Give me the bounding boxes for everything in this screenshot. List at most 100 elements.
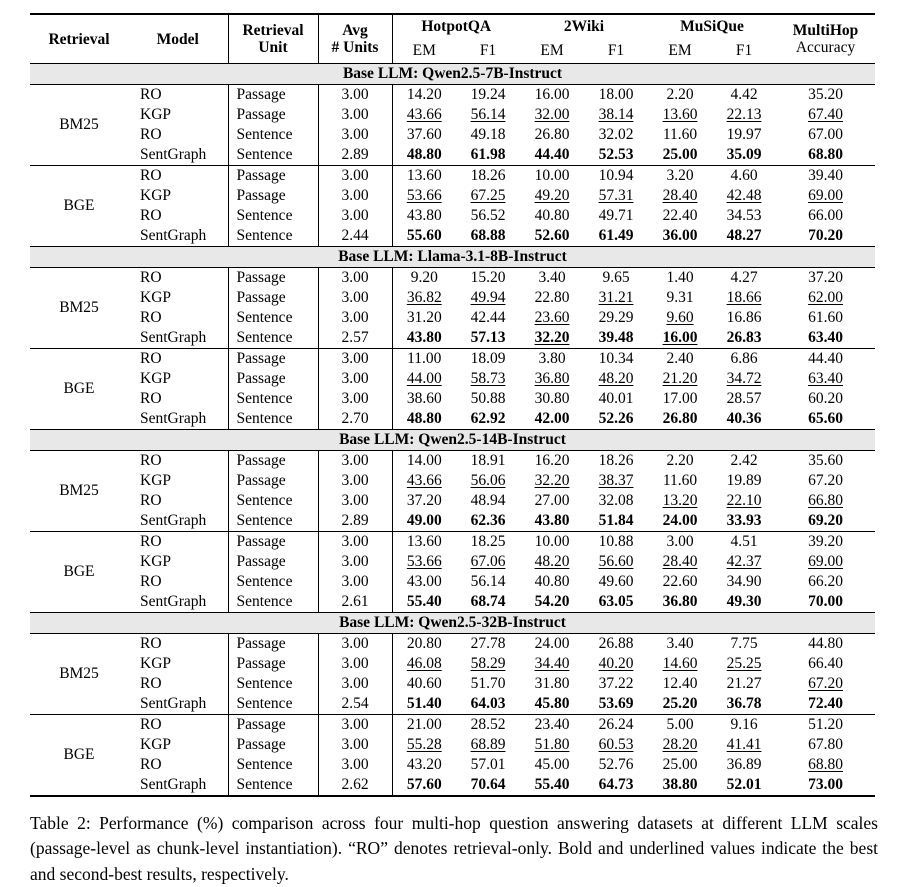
metric-cell: 50.88 — [470, 390, 506, 407]
avg-units-cell: 3.00 — [317, 369, 393, 389]
metric-cell: 6.86 — [712, 348, 777, 369]
avg-units-cell: 3.00 — [317, 471, 393, 491]
table-row: KGP Passage 3.00 43.66 56.06 32.20 38.37 11.60 1… — [30, 471, 875, 491]
retrieval-unit-cell: Sentence — [227, 145, 318, 166]
metric-cell: 49.30 — [726, 593, 762, 610]
llm-section-row: Base LLM: Qwen2.5-7B-Instruct — [30, 63, 876, 85]
metric-cell: 24.00 — [534, 635, 570, 652]
llm-section-title: Base LLM: Qwen2.5-32B-Instruct — [30, 612, 876, 634]
metric-cell: 9.60 — [666, 309, 694, 326]
model-cell: KGP — [140, 289, 172, 306]
col-group-hotpotqa: HotpotQA — [421, 18, 492, 35]
model-cell: RO — [140, 635, 162, 652]
metric-cell: 61.60 — [808, 309, 843, 326]
avg-units-cell: 3.00 — [317, 267, 393, 288]
metric-cell: 36.80 — [534, 370, 570, 387]
metric-cell: 66.20 — [808, 573, 843, 590]
metric-cell: 62.36 — [470, 512, 506, 529]
metric-cell: 3.40 — [538, 269, 566, 286]
metric-cell: 25.25 — [726, 655, 762, 672]
metric-cell: 52.76 — [598, 756, 634, 773]
metric-cell: 43.80 — [534, 512, 570, 529]
metric-cell: 23.40 — [520, 714, 584, 735]
table-row: SentGraph Sentence 2.89 49.00 62.36 43.80 51.8… — [30, 511, 875, 532]
table-row: RO Sentence 3.00 37.20 48.94 27.00 32.08 13.20 2… — [30, 491, 875, 511]
retrieval-unit-cell: Sentence — [227, 572, 318, 592]
metric-cell: 67.20 — [808, 472, 843, 489]
metric-cell: 42.37 — [726, 553, 762, 570]
metric-cell: 70.64 — [470, 776, 506, 793]
metric-cell: 38.80 — [662, 776, 698, 793]
metric-cell: 40.60 — [406, 675, 442, 692]
model-cell: RO — [140, 452, 162, 469]
retriever-cell: BGE — [30, 348, 128, 430]
retrieval-unit-cell: Sentence — [227, 125, 318, 145]
metric-cell: 21.20 — [662, 370, 698, 387]
metric-cell: 51.70 — [470, 675, 506, 692]
col-header-hotpotqa-em: EM — [392, 39, 456, 64]
metric-cell: 27.00 — [534, 492, 570, 509]
metric-cell: 38.37 — [598, 472, 634, 489]
metric-cell: 56.14 — [470, 573, 506, 590]
metric-cell: 28.20 — [662, 736, 698, 753]
metric-cell: 49.71 — [598, 207, 634, 224]
metric-cell: 66.40 — [808, 655, 843, 672]
retriever-cell: BGE — [30, 714, 128, 796]
metric-cell: 4.27 — [730, 269, 758, 286]
metric-cell: 64.03 — [470, 695, 506, 712]
model-cell: RO — [140, 309, 162, 326]
table-row: KGP Passage 3.00 44.00 58.73 36.80 48.20 21.20 3… — [30, 369, 875, 389]
metric-cell: 68.80 — [808, 146, 843, 163]
metric-cell: 37.22 — [598, 675, 634, 692]
retrieval-unit-cell: Sentence — [227, 511, 318, 532]
metric-cell: 32.00 — [534, 106, 570, 123]
metric-cell: 26.88 — [598, 635, 634, 652]
col-header-multihop-line2: Accuracy — [795, 39, 856, 56]
metric-cell: 18.00 — [598, 86, 634, 103]
metric-cell: 9.16 — [712, 714, 777, 735]
table-row: BM25 RO Passage 3.00 9.20 15.20 3.40 9.65 1.40 4.… — [30, 267, 875, 316]
metric-cell: 22.13 — [726, 106, 762, 123]
model-cell: SentGraph — [140, 146, 207, 163]
retrieval-unit-cell: Passage — [227, 369, 318, 389]
avg-units-cell: 3.00 — [317, 125, 393, 145]
table-row: BGE RO Passage 3.00 13.60 18.25 10.00 10.88 3.00… — [30, 531, 876, 613]
retrieval-unit-cell: Sentence — [227, 592, 318, 613]
metric-cell: 67.20 — [808, 675, 843, 692]
metric-cell: 49.00 — [406, 512, 442, 529]
metric-cell: 44.40 — [534, 146, 570, 163]
model-cell: RO — [128, 531, 228, 552]
metric-cell: 48.80 — [406, 146, 442, 163]
table-row: KGP Passage 3.00 36.82 49.94 22.80 31.21 9.31 18… — [30, 288, 875, 308]
retrieval-unit-cell: Passage — [227, 84, 318, 105]
metric-cell: 12.40 — [662, 675, 698, 692]
model-cell: SentGraph — [140, 695, 207, 712]
avg-units-cell: 2.70 — [317, 409, 393, 430]
metric-cell: 48.94 — [470, 492, 506, 509]
avg-units-cell: 3.00 — [317, 206, 393, 226]
metric-cell: 51.20 — [776, 714, 876, 735]
metric-cell: 10.00 — [520, 165, 584, 186]
metric-cell: 34.72 — [726, 370, 762, 387]
metric-cell: 16.86 — [726, 309, 762, 326]
avg-units-cell: 3.00 — [317, 531, 393, 552]
metric-cell: 56.60 — [598, 553, 634, 570]
table-row: BGE RO Passage 3.00 13.60 18.26 10.00 10.94 3.20… — [30, 165, 876, 247]
metric-cell: 67.00 — [808, 126, 843, 143]
avg-units-cell: 3.00 — [317, 450, 393, 471]
metric-cell: 44.00 — [406, 370, 442, 387]
model-cell: KGP — [140, 553, 172, 570]
avg-units-cell: 3.00 — [317, 714, 393, 735]
metric-cell: 52.60 — [534, 227, 570, 244]
metric-cell: 37.60 — [406, 126, 442, 143]
retrieval-unit-cell: Passage — [227, 471, 318, 491]
col-header-multihop-accuracy: MultiHop Accuracy — [776, 14, 876, 64]
table-row: BM25 RO Passage 3.00 14.00 18.91 16.20 18.26 2.2… — [30, 450, 875, 499]
metric-cell: 36.80 — [662, 593, 698, 610]
metric-cell: 65.60 — [808, 410, 843, 427]
metric-cell: 72.40 — [808, 695, 843, 712]
metric-cell: 62.00 — [808, 289, 843, 306]
table-header: Retrieval Model Retrieval Unit Avg # Uni… — [30, 14, 876, 64]
metric-cell: 14.60 — [662, 655, 698, 672]
metric-cell: 19.89 — [726, 472, 762, 489]
